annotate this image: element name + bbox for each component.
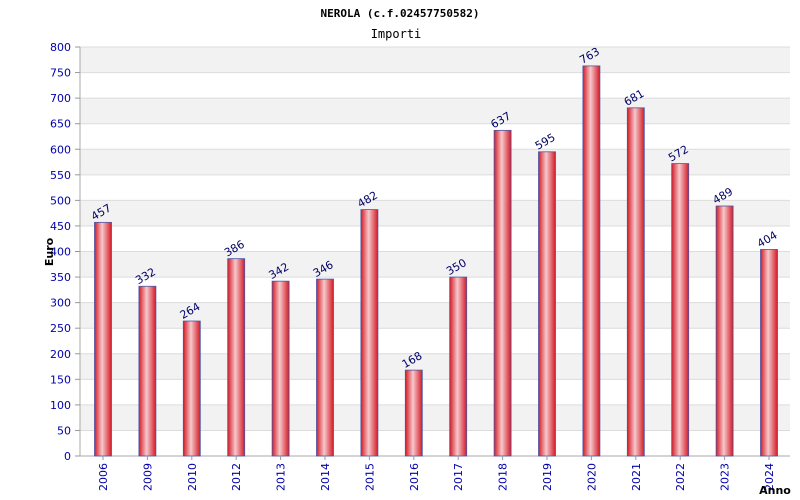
grid-band	[80, 98, 790, 124]
bar-2023	[715, 205, 734, 457]
x-tick-label-2020: 2020	[585, 463, 598, 491]
bar-2022	[671, 163, 690, 457]
y-tick-label: 750	[50, 67, 71, 80]
y-tick-label: 150	[50, 373, 71, 386]
x-tick-label-2023: 2023	[719, 463, 732, 491]
bar-2024	[760, 249, 778, 457]
x-tick-label-2018: 2018	[497, 463, 510, 491]
y-tick-label: 250	[50, 322, 71, 335]
y-tick-label: 300	[50, 297, 71, 310]
y-tick-label: 350	[50, 271, 71, 284]
x-tick-label-2012: 2012	[230, 463, 243, 491]
bar-2010	[182, 320, 201, 457]
y-tick-label: 200	[50, 348, 71, 361]
bar-2019	[538, 151, 556, 457]
bar-2013	[271, 280, 290, 457]
y-tick-label: 100	[50, 399, 71, 412]
value-label-2024: 404	[755, 229, 780, 251]
x-axis-label: Anno	[759, 484, 791, 497]
bar-2014	[316, 278, 334, 457]
x-axis-ticks: 2006 2009 2010 2012 2013 2014 2015 2016 2017 2018…	[97, 456, 776, 491]
x-tick-label-2017: 2017	[452, 463, 465, 491]
x-tick-label-2014: 2014	[319, 463, 332, 491]
y-tick-label: 550	[50, 169, 71, 182]
bar-2018	[493, 129, 512, 457]
x-tick-label-2015: 2015	[363, 463, 376, 491]
x-tick-label-2006: 2006	[97, 463, 110, 491]
x-tick-label-2019: 2019	[541, 463, 554, 491]
y-tick-label: 700	[50, 92, 71, 105]
y-tick-label: 50	[57, 424, 71, 437]
x-tick-label-2009: 2009	[141, 463, 154, 491]
y-axis-ticks: 0 50 100 150 200 250 300 350 400 450 500 550 600 650 7…	[50, 41, 80, 463]
grid-band	[80, 47, 790, 73]
x-tick-label-2016: 2016	[408, 463, 421, 491]
y-tick-label: 650	[50, 118, 71, 131]
bar-2021	[626, 107, 645, 457]
y-tick-label: 500	[50, 194, 71, 207]
chart-title: NEROLA (c.f.02457750582)	[321, 7, 480, 20]
x-tick-label-2013: 2013	[275, 463, 288, 491]
bar-2009	[138, 285, 157, 457]
bar-2006	[94, 221, 112, 457]
bar-2016	[404, 369, 423, 457]
y-tick-label: 600	[50, 143, 71, 156]
x-tick-label-2021: 2021	[630, 463, 643, 491]
y-tick-label: 450	[50, 220, 71, 233]
chart-subtitle: Importi	[371, 27, 422, 41]
x-tick-label-2022: 2022	[674, 463, 687, 491]
bar-2020	[582, 65, 601, 457]
y-tick-label: 0	[64, 450, 71, 463]
bar-2017	[449, 276, 468, 457]
y-tick-label: 400	[50, 246, 71, 259]
x-tick-label-2010: 2010	[186, 463, 199, 491]
bar-2015	[360, 209, 379, 457]
x-tick-label-2024: 2024	[763, 463, 776, 491]
bar-2012	[227, 258, 246, 457]
y-axis-label: Euro	[43, 237, 56, 266]
bars	[94, 65, 778, 457]
y-tick-label: 800	[50, 41, 71, 54]
